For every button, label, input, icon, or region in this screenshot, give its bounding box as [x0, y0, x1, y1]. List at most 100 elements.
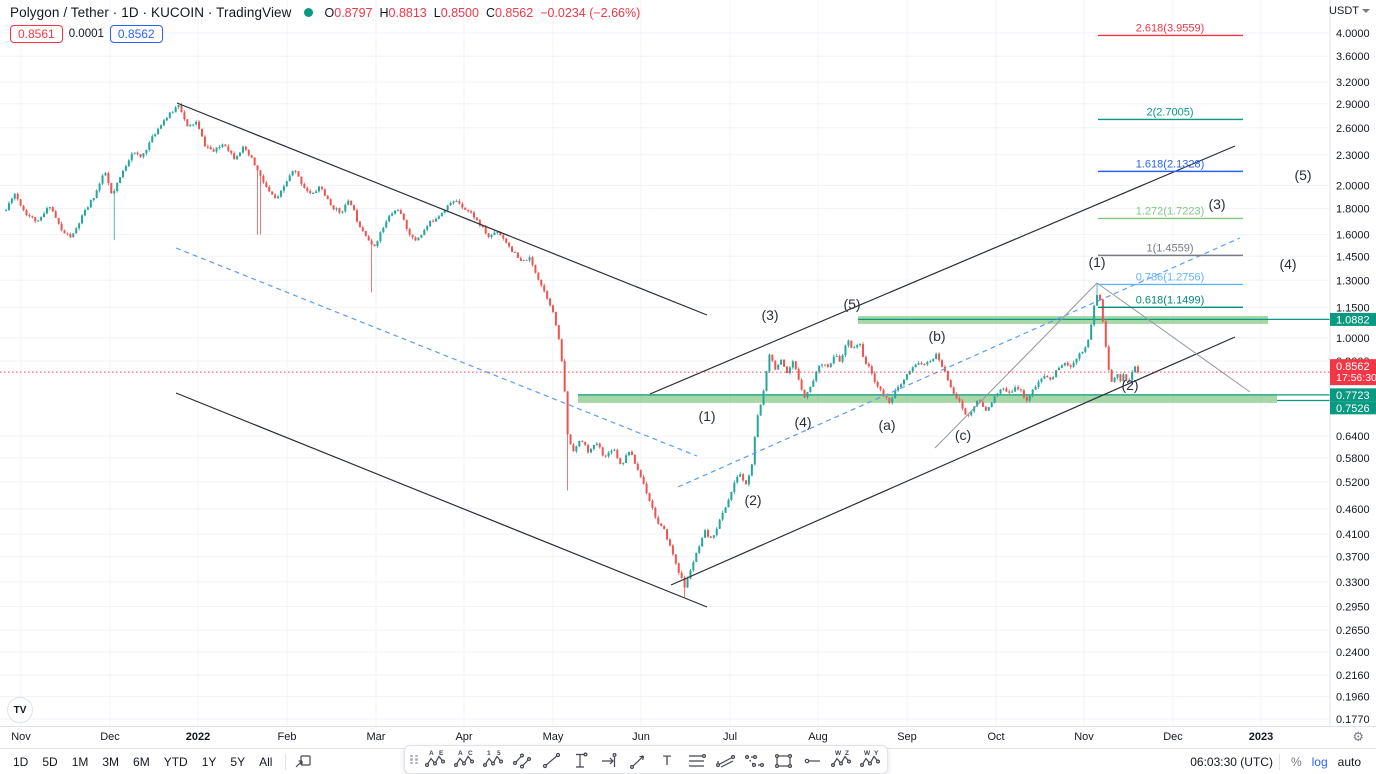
wave-label[interactable]: (4) [794, 414, 811, 430]
timeframe-ytd-button[interactable]: YTD [163, 754, 188, 769]
timeframe-5y-button[interactable]: 5Y [230, 754, 246, 769]
time-axis[interactable]: ⚙ Nov Dec 2022 Feb Mar Apr May Jun Jul Aug Sep Oct N… [0, 726, 1376, 748]
svg-text:W: W [864, 750, 871, 757]
wave-label[interactable]: (2) [1121, 377, 1138, 393]
text-button[interactable]: T [652, 747, 681, 773]
wave-label[interactable]: (3) [761, 307, 778, 323]
ascending-channel-upper[interactable] [649, 145, 1236, 395]
data-status-icon[interactable] [303, 8, 313, 17]
candle [1078, 352, 1081, 361]
candle [151, 134, 154, 143]
wave-label[interactable]: (4) [1279, 256, 1296, 272]
symbol-title[interactable]: Polygon / Tether · 1D · KUCOIN · Trading… [10, 5, 292, 20]
candle [139, 154, 142, 158]
candle [174, 105, 177, 113]
pitchfork-button[interactable] [710, 747, 739, 773]
timeframe-1d-button[interactable]: 1D [13, 754, 29, 769]
go-to-date-button[interactable] [292, 752, 314, 772]
wave-label[interactable]: (c) [955, 427, 971, 443]
wave-label[interactable]: (a) [878, 417, 895, 433]
wave-label[interactable]: (2) [744, 492, 761, 508]
clock-utc[interactable]: 06:03:30 (UTC) [1190, 754, 1273, 769]
chart-canvas[interactable]: 2.618(3.9559) 2(2.7005) 1.618(2.1328) 1.272… [0, 0, 1376, 726]
price-range-button[interactable] [565, 747, 594, 773]
wave-label[interactable]: (5) [1294, 167, 1311, 183]
timeframe-all-button[interactable]: All [259, 754, 273, 769]
candle [575, 445, 578, 454]
price-tick-label: 0.1770 [1336, 714, 1370, 726]
descending-channel-upper[interactable] [176, 102, 708, 316]
candle [803, 389, 806, 399]
candle [794, 360, 797, 371]
drag-handle[interactable] [408, 750, 420, 770]
auto-scale-button[interactable]: auto [1337, 754, 1361, 769]
price-tick-label: 3.2000 [1336, 77, 1370, 89]
horizontal-ray-button[interactable] [797, 747, 826, 773]
candle [516, 252, 519, 258]
timeframe-1y-button[interactable]: 1Y [201, 754, 217, 769]
rectangle-button[interactable] [768, 747, 797, 773]
timeframe-1m-button[interactable]: 1M [71, 754, 89, 769]
candle [279, 189, 282, 199]
candle [616, 448, 619, 459]
candle [265, 181, 268, 188]
price-tick-label: 1.0000 [1336, 333, 1370, 345]
candle [45, 206, 48, 215]
candle [478, 218, 481, 228]
price-axis[interactable]: 4.0000 3.6000 3.2000 2.9000 2.6000 2.3000 2.00… [1329, 0, 1376, 726]
projection-down[interactable] [1096, 282, 1251, 393]
fib-retracement-button[interactable] [681, 747, 710, 773]
timeframe-3m-button[interactable]: 3M [102, 754, 120, 769]
ask-price-button[interactable]: 0.8562 [109, 25, 163, 43]
date-range-button[interactable] [594, 747, 623, 773]
disjoint-channel-button[interactable] [739, 747, 768, 773]
candle [1072, 360, 1075, 369]
trend-line-button[interactable] [536, 747, 565, 773]
arrow-button[interactable] [623, 747, 652, 773]
candle [528, 255, 531, 263]
candle [1116, 374, 1119, 380]
candle [414, 236, 417, 242]
candle [671, 544, 674, 556]
candle [1034, 385, 1037, 390]
gear-icon[interactable]: ⚙ [1352, 729, 1364, 744]
percent-scale-button[interactable]: % [1290, 754, 1302, 769]
candle [358, 220, 361, 228]
descending-midline[interactable] [175, 247, 698, 457]
wave-label[interactable]: (5) [843, 296, 860, 312]
candle [522, 259, 525, 262]
fib-level-label: 2.618(3.9559) [1136, 22, 1205, 34]
price-axis-currency-dropdown[interactable]: USDT [1329, 5, 1370, 17]
parallel-channel-button[interactable] [507, 747, 536, 773]
ascending-channel-lower[interactable] [670, 336, 1236, 586]
candle [551, 304, 554, 314]
log-scale-button[interactable]: log [1311, 754, 1328, 769]
price-tick-label: 1.4500 [1336, 251, 1370, 263]
descending-channel-lower[interactable] [175, 392, 708, 608]
bid-price-button[interactable]: 0.8561 [10, 25, 63, 43]
price-tick-label: 1.1500 [1336, 302, 1370, 314]
candle [628, 451, 631, 457]
wave-label[interactable]: (1) [1088, 254, 1105, 270]
projection-up[interactable] [934, 282, 1098, 449]
support-zone[interactable] [578, 394, 1277, 403]
timeframe-5d-button[interactable]: 5D [42, 754, 58, 769]
timeframe-6m-button[interactable]: 6M [133, 754, 150, 769]
wave-label[interactable]: (1) [698, 408, 715, 424]
ascending-midline[interactable] [677, 237, 1241, 488]
candle [864, 355, 867, 365]
candle [777, 364, 780, 370]
candle [578, 440, 581, 448]
candle [692, 560, 695, 572]
month-label: Feb [277, 731, 297, 743]
price-tick-label: 0.1960 [1336, 692, 1370, 704]
candle [815, 370, 818, 383]
candle [938, 351, 941, 362]
wave-label[interactable]: (b) [928, 328, 945, 344]
wave-label[interactable]: (3) [1208, 196, 1225, 212]
